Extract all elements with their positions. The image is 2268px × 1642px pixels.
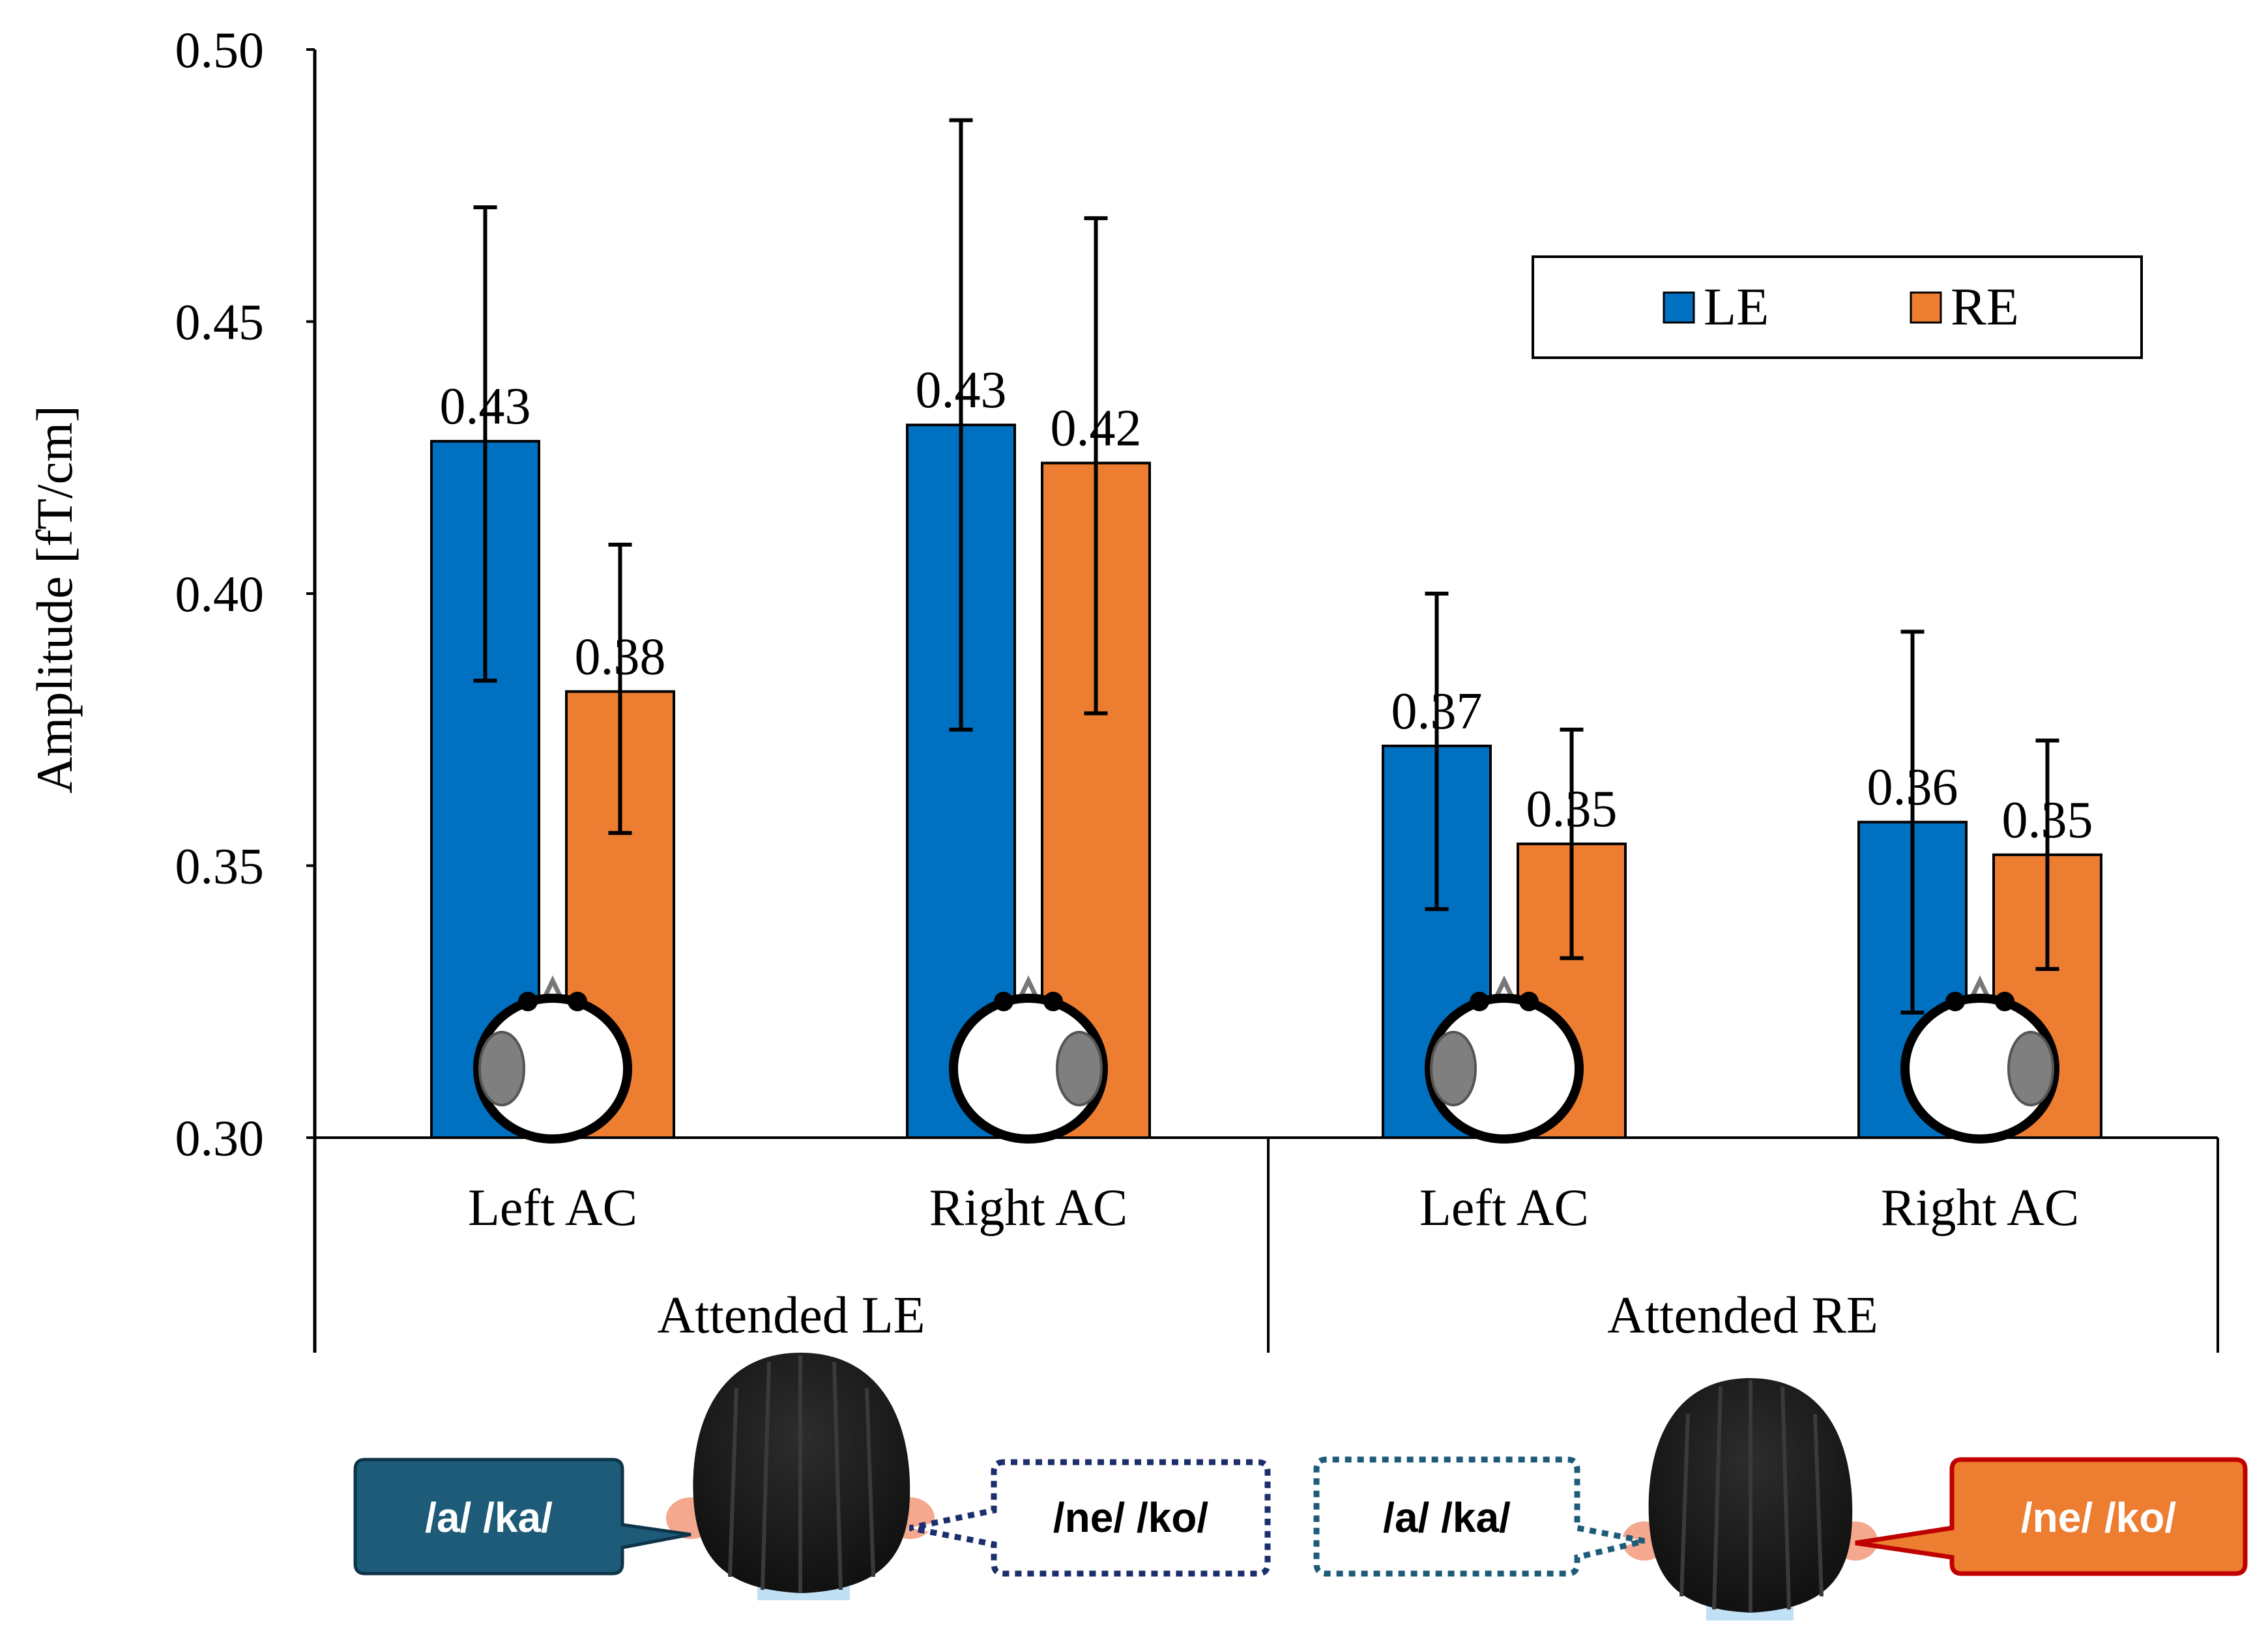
nose-mark	[1970, 975, 1990, 998]
attended-bubble-right: /ne/ /ko/	[1855, 1457, 2248, 1576]
head-top-view-icon	[473, 975, 632, 1144]
error-bars	[473, 118, 2059, 1015]
group-label-attended-re: Attended RE	[1607, 1287, 1878, 1344]
bars	[430, 424, 2102, 1140]
head-dot	[1470, 992, 1489, 1011]
data-label: 0.43	[916, 362, 1007, 419]
nose-mark	[1018, 975, 1039, 998]
head-dot	[1519, 992, 1539, 1011]
hair-strands	[728, 1355, 875, 1593]
legend-swatch-le	[1663, 291, 1695, 324]
bubble-text-ne-ko: /ne/ /ko/	[2021, 1494, 2177, 1541]
head-outline	[949, 994, 1108, 1144]
head-dot	[1945, 992, 1965, 1011]
head-outline	[1425, 994, 1584, 1144]
y-tick-label: 0.50	[175, 22, 265, 78]
legend-box	[1532, 255, 2143, 359]
data-label: 0.36	[1867, 759, 1958, 816]
ignored-bubble-left: /ne/ /ko/	[909, 1459, 1271, 1577]
category-label: Left AC	[468, 1179, 637, 1237]
head-dot	[518, 992, 538, 1011]
head-dot	[994, 992, 1013, 1011]
category-label: Right AC	[1881, 1179, 2080, 1237]
y-tick-label: 0.30	[175, 1110, 265, 1166]
hair-strands	[1679, 1380, 1824, 1613]
head-dot	[1043, 992, 1063, 1011]
legend-label-le: LE	[1704, 277, 1769, 336]
head-icons	[473, 975, 2059, 1144]
bubble-text-a-ka: /a/ /ka/	[425, 1494, 553, 1541]
head-top-view-icon	[1900, 975, 2059, 1144]
head-outline	[1900, 994, 2059, 1144]
head-outline	[473, 994, 632, 1144]
nose-mark	[1494, 975, 1515, 998]
bubble-text-a-ka: /a/ /ka/	[1383, 1494, 1511, 1541]
data-label: 0.38	[575, 628, 666, 685]
legend-label-re: RE	[1951, 277, 2019, 336]
auditory-cortex-marker	[1056, 1031, 1103, 1106]
data-label: 0.35	[1526, 781, 1618, 838]
data-label: 0.35	[2002, 792, 2093, 849]
listener-illustration-left: /a/ /ka/ /ne/ /ko/	[353, 1353, 1271, 1600]
legend: LE RE	[1532, 255, 2143, 359]
attended-bubble-left: /a/ /ka/	[353, 1458, 691, 1576]
head-top-view-icon	[949, 975, 1108, 1144]
head-dot	[568, 992, 587, 1011]
auditory-cortex-marker	[1430, 1031, 1477, 1106]
auditory-cortex-marker	[478, 1031, 525, 1106]
data-label: 0.42	[1051, 400, 1142, 457]
data-label: 0.43	[440, 378, 531, 435]
y-tick-label: 0.40	[175, 566, 265, 622]
head-dot	[1995, 992, 2014, 1011]
y-tick-label: 0.45	[175, 294, 265, 351]
listener-illustration-right: /a/ /ka/ /ne/ /ko/	[1313, 1378, 2248, 1620]
auditory-cortex-marker	[2007, 1031, 2054, 1106]
listener-head-left	[666, 1353, 935, 1600]
nose-mark	[542, 975, 563, 998]
category-label: Right AC	[929, 1179, 1128, 1237]
category-labels: Left AC Right AC Left AC Right AC	[468, 1179, 2079, 1237]
head-top-view-icon	[1425, 975, 1584, 1144]
value-labels: 0.43 0.38 0.43 0.42 0.37 0.35 0.36 0.35	[440, 362, 2093, 849]
listener-head-right	[1622, 1378, 1878, 1620]
legend-swatch-re	[1910, 291, 1942, 324]
y-axis-title: Amplitude [fT/cm]	[26, 405, 83, 794]
category-label: Left AC	[1419, 1179, 1589, 1237]
group-label-attended-le: Attended LE	[658, 1287, 925, 1344]
y-ticks: 0.30 0.35 0.40 0.45 0.50	[175, 22, 315, 1166]
data-label: 0.37	[1391, 683, 1483, 740]
y-tick-label: 0.35	[175, 838, 265, 895]
ignored-bubble-right: /a/ /ka/	[1313, 1456, 1646, 1577]
bubble-text-ne-ko: /ne/ /ko/	[1053, 1494, 1209, 1541]
